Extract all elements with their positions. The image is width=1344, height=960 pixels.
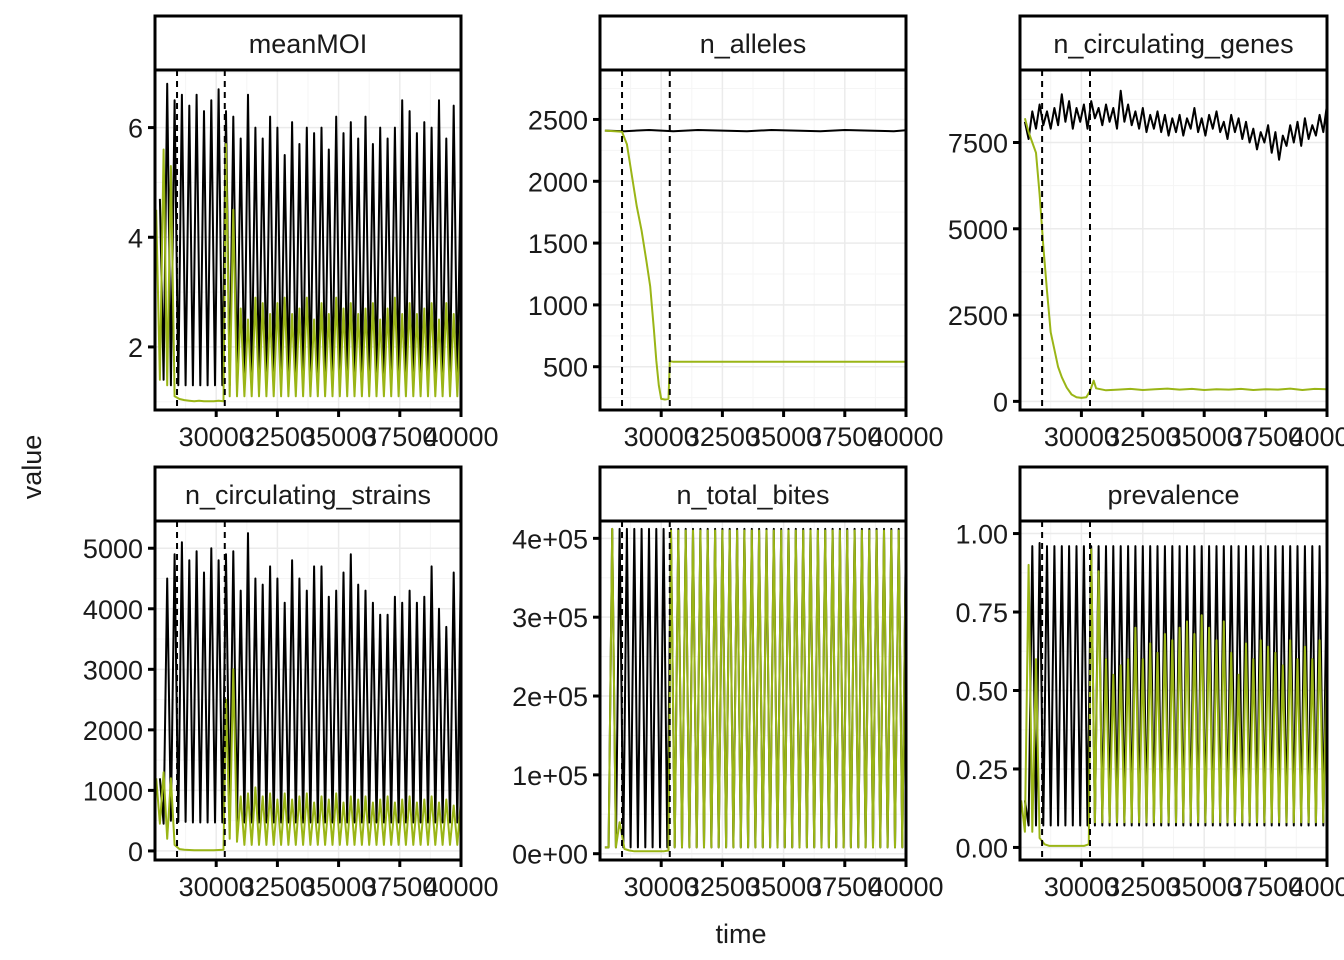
series-line-green	[1020, 548, 1327, 847]
y-tick-label: 2	[128, 333, 143, 363]
strip-title: prevalence	[1107, 480, 1239, 510]
strip-background	[153, 14, 463, 72]
y-tick-label: 2e+05	[512, 682, 588, 712]
y-tick-label: 500	[543, 353, 588, 383]
series-line-green	[1023, 118, 1327, 399]
x-tick-label: 37500	[807, 422, 882, 452]
strip-title: n_circulating_genes	[1053, 29, 1293, 59]
strip-background	[153, 465, 463, 523]
x-tick-label: 37500	[362, 872, 437, 902]
x-tick-label: 32500	[240, 422, 315, 452]
figure-xlabel: time	[715, 919, 766, 949]
y-tick-label: 0.75	[955, 598, 1008, 628]
series-group	[155, 521, 461, 860]
y-tick-label: 5000	[948, 215, 1008, 245]
y-tick-label: 0	[993, 387, 1008, 417]
y-tick-label: 4000	[83, 595, 143, 625]
y-tick-label: 1.00	[955, 520, 1008, 550]
x-tick-label: 30000	[179, 422, 254, 452]
y-tick-label: 2500	[528, 105, 588, 135]
x-tick-label: 35000	[746, 872, 821, 902]
x-tick-label: 37500	[1228, 872, 1303, 902]
strip-title: n_alleles	[700, 29, 807, 59]
strip-background	[598, 14, 908, 72]
series-line-green	[604, 129, 906, 401]
x-tick-label: 35000	[301, 872, 376, 902]
x-tick-label: 35000	[1167, 872, 1242, 902]
y-tick-label: 0e+00	[512, 840, 588, 870]
strip-title: n_circulating_strains	[185, 480, 431, 510]
series-line-green	[155, 668, 461, 852]
panel-3: n_circulating_strains3000032500350003750…	[83, 465, 499, 902]
series-line-black	[1023, 542, 1327, 827]
series-line-black	[604, 129, 906, 133]
strip-title: n_total_bites	[676, 480, 829, 510]
x-tick-label: 30000	[624, 422, 699, 452]
series-group	[604, 70, 906, 410]
x-tick-label: 40000	[423, 872, 498, 902]
y-tick-label: 0.50	[955, 677, 1008, 707]
figure-ylabel: value	[17, 435, 47, 500]
y-tick-label: 2000	[528, 167, 588, 197]
x-tick-label: 37500	[807, 872, 882, 902]
y-tick-label: 0.25	[955, 755, 1008, 785]
strip-title: meanMOI	[249, 29, 368, 59]
series-group	[1020, 521, 1327, 860]
x-tick-label: 40000	[1289, 422, 1344, 452]
y-tick-label: 6	[128, 114, 143, 144]
x-tick-label: 30000	[1044, 422, 1119, 452]
strip-background	[1018, 14, 1329, 72]
y-tick-label: 0	[128, 837, 143, 867]
y-tick-label: 4e+05	[512, 524, 588, 554]
panels-group: meanMOI3000032500350003750040000246n_all…	[83, 14, 1344, 902]
y-tick-label: 5000	[83, 534, 143, 564]
strip-background	[598, 465, 908, 523]
y-tick-label: 0.00	[955, 833, 1008, 863]
x-tick-label: 32500	[685, 422, 760, 452]
x-tick-label: 40000	[868, 422, 943, 452]
y-tick-label: 1000	[83, 776, 143, 806]
x-tick-label: 40000	[423, 422, 498, 452]
strip-background	[1018, 465, 1329, 523]
x-tick-label: 37500	[362, 422, 437, 452]
x-tick-label: 32500	[1105, 872, 1180, 902]
y-tick-label: 7500	[948, 128, 1008, 158]
series-group	[155, 70, 461, 410]
x-tick-label: 32500	[685, 872, 760, 902]
x-tick-label: 40000	[868, 872, 943, 902]
series-group	[604, 521, 906, 860]
x-tick-label: 35000	[301, 422, 376, 452]
x-tick-label: 32500	[1105, 422, 1180, 452]
y-tick-label: 2000	[83, 716, 143, 746]
x-tick-label: 35000	[746, 422, 821, 452]
series-line-green	[155, 143, 461, 403]
x-tick-label: 37500	[1228, 422, 1303, 452]
x-tick-label: 40000	[1289, 872, 1344, 902]
y-tick-label: 1e+05	[512, 761, 588, 791]
y-tick-label: 1000	[528, 291, 588, 321]
panel-2: n_circulating_genes 300003250035000375004…	[948, 14, 1344, 452]
series-group	[1023, 70, 1327, 410]
x-tick-label: 30000	[624, 872, 699, 902]
x-tick-label: 30000	[1044, 872, 1119, 902]
x-tick-label: 35000	[1167, 422, 1242, 452]
series-line-black	[158, 532, 461, 825]
y-tick-label: 3e+05	[512, 603, 588, 633]
series-line-black	[1023, 89, 1327, 161]
series-line-green	[604, 527, 906, 853]
y-tick-label: 4	[128, 223, 143, 253]
x-tick-label: 32500	[240, 872, 315, 902]
y-tick-label: 3000	[83, 655, 143, 685]
x-tick-label: 30000	[179, 872, 254, 902]
y-tick-label: 2500	[948, 301, 1008, 331]
y-tick-label: 1500	[528, 229, 588, 259]
